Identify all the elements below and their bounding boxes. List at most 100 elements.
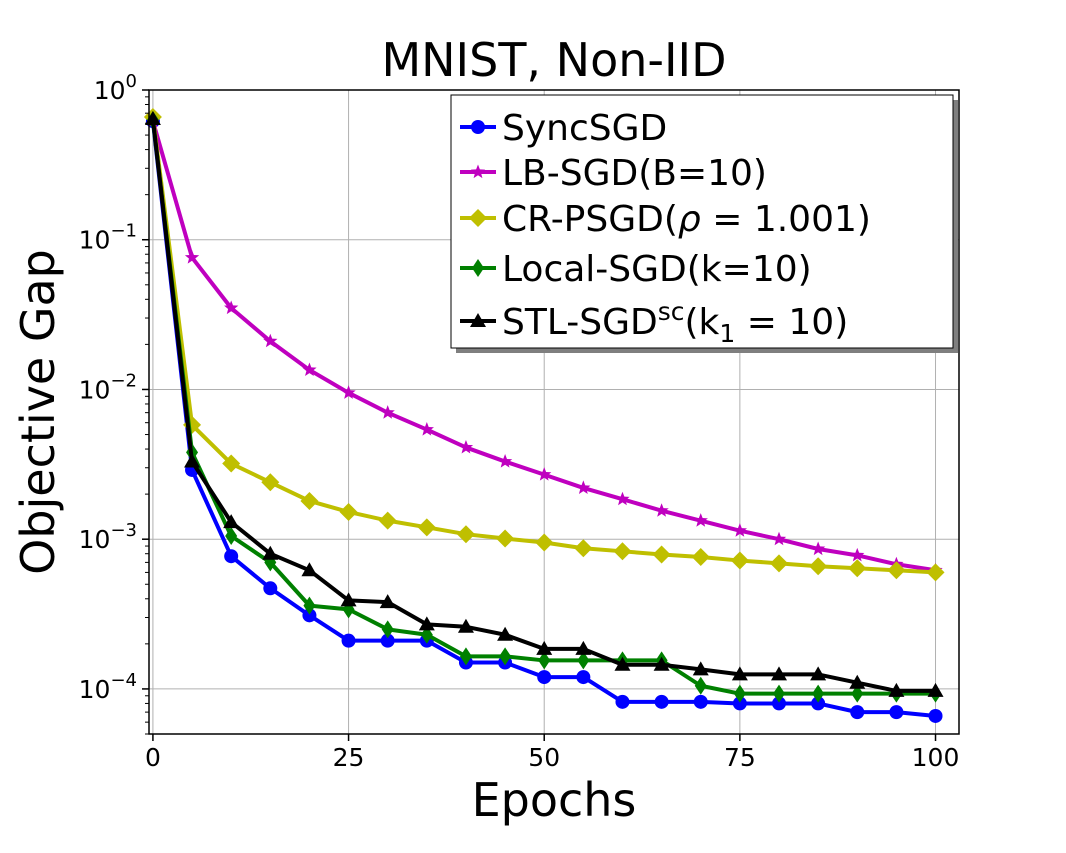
data-point — [693, 513, 708, 527]
series-stl-sgd — [144, 111, 944, 697]
data-point — [417, 518, 436, 537]
data-point — [848, 559, 867, 578]
legend-marker — [471, 120, 485, 134]
legend-entry-stl-sgd: STL-SGDsc(k1 = 10) — [460, 297, 848, 348]
legend-label: STL-SGDsc(k1 = 10) — [502, 297, 848, 348]
data-point — [614, 656, 631, 671]
data-point — [457, 618, 474, 633]
data-point — [225, 527, 238, 546]
data-point — [263, 333, 278, 348]
y-tick-label: 10−4 — [79, 670, 137, 704]
data-point — [419, 422, 434, 436]
data-point — [574, 539, 593, 558]
legend-marker — [469, 209, 487, 227]
data-point — [693, 694, 708, 709]
x-tick-label: 50 — [528, 743, 560, 772]
legend-label: Local-SGD(k=10) — [502, 249, 812, 290]
data-point — [301, 562, 318, 577]
data-point — [537, 670, 552, 685]
legend-marker — [472, 259, 484, 277]
data-point — [380, 405, 395, 419]
data-point — [456, 525, 475, 544]
legend-entry-syncsgd: SyncSGD — [460, 108, 667, 149]
data-point — [536, 640, 553, 655]
data-point — [224, 549, 239, 564]
data-point — [811, 696, 826, 711]
data-point — [380, 633, 395, 648]
series-cr-psgd — [143, 108, 945, 582]
data-point — [732, 523, 747, 537]
data-point — [850, 547, 865, 562]
data-point — [613, 542, 632, 561]
data-point — [615, 491, 630, 506]
data-point — [381, 620, 394, 639]
data-point — [499, 647, 512, 666]
data-point — [535, 533, 554, 552]
data-point — [458, 439, 474, 454]
data-point — [927, 682, 944, 697]
legend-label: LB-SGD(B=10) — [502, 153, 767, 194]
data-point — [771, 531, 787, 546]
data-point — [615, 694, 630, 709]
legend-label: CR-PSGD(ρ = 1.001) — [502, 199, 871, 240]
data-point — [537, 467, 552, 481]
data-point — [497, 454, 513, 468]
x-tick-label: 0 — [145, 743, 161, 772]
data-point — [300, 491, 319, 510]
data-point — [654, 694, 669, 709]
y-tick-label: 10−3 — [79, 520, 137, 554]
data-point — [222, 454, 241, 473]
data-point — [692, 661, 709, 676]
data-point — [851, 684, 864, 703]
data-point — [576, 670, 591, 685]
data-point — [378, 511, 397, 530]
data-point — [341, 633, 356, 648]
data-point — [303, 596, 316, 615]
data-point — [731, 666, 748, 681]
data-point — [302, 362, 317, 377]
data-point — [694, 676, 707, 695]
data-point — [770, 554, 788, 573]
x-axis-ticks: 0 25 50 75 100 — [145, 734, 959, 772]
data-point — [652, 545, 671, 564]
data-point — [889, 705, 904, 720]
data-point — [887, 561, 906, 580]
legend-marker — [470, 313, 486, 327]
data-point — [496, 529, 515, 548]
data-point — [773, 684, 785, 703]
data-point — [811, 541, 826, 556]
data-point — [810, 666, 827, 681]
data-point — [577, 651, 590, 670]
data-point — [888, 682, 905, 697]
plot-frame — [148, 89, 960, 735]
y-tick-label: 10−1 — [79, 221, 137, 255]
data-point — [497, 626, 514, 641]
data-point — [653, 656, 670, 671]
y-tick-label: 10−2 — [79, 370, 137, 404]
data-point — [812, 684, 825, 703]
x-axis-label: Epochs — [472, 773, 637, 827]
data-point — [261, 473, 280, 492]
data-point — [184, 250, 200, 264]
legend-marker — [470, 164, 486, 179]
data-point — [576, 480, 591, 494]
data-point — [850, 705, 865, 720]
data-point — [772, 696, 786, 711]
data-point — [340, 592, 357, 607]
data-point — [302, 608, 317, 623]
legend-entry-local-sgd: Local-SGD(k=10) — [460, 249, 812, 290]
data-point — [733, 684, 746, 703]
data-point — [224, 300, 239, 315]
legend-entry-cr-psgd: CR-PSGD(ρ = 1.001) — [460, 199, 871, 240]
data-point — [379, 594, 396, 609]
y-tick-label: 100 — [94, 71, 137, 105]
data-point — [263, 581, 278, 596]
data-point — [184, 453, 201, 468]
x-tick-label: 100 — [912, 743, 960, 772]
y-axis-label: Objective Gap — [11, 249, 65, 575]
data-point — [339, 502, 358, 521]
data-point — [575, 640, 592, 655]
data-point — [732, 696, 747, 711]
